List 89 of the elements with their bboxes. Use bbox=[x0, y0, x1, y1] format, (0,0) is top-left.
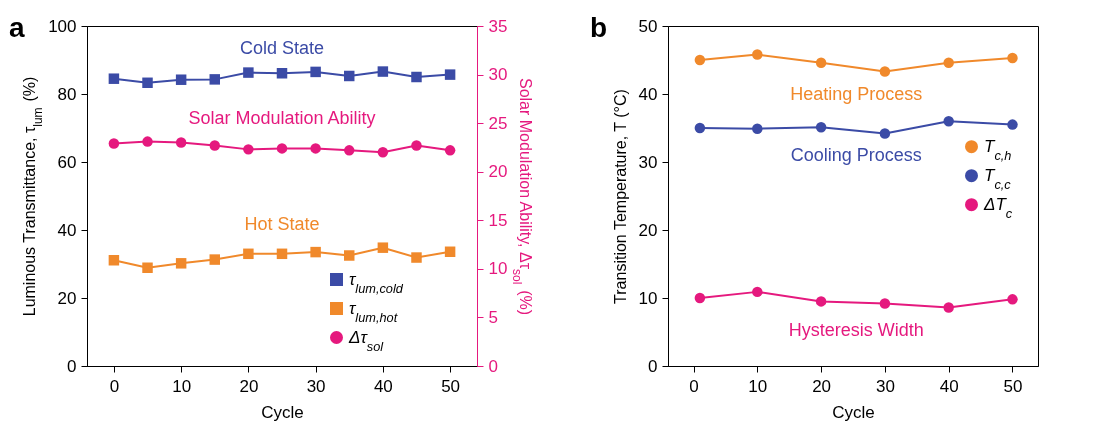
y-tick-label: 40 bbox=[57, 220, 77, 240]
point bbox=[175, 258, 187, 269]
point bbox=[108, 73, 120, 84]
point bbox=[276, 68, 288, 79]
x-tick-label: 40 bbox=[373, 376, 393, 396]
point bbox=[815, 296, 827, 307]
y2-tick-label: 25 bbox=[488, 113, 508, 133]
annotation: Cooling Process bbox=[790, 145, 922, 166]
point bbox=[377, 242, 389, 253]
point bbox=[943, 302, 954, 313]
point bbox=[752, 286, 763, 298]
y-tick-label: 100 bbox=[48, 16, 77, 36]
legend-label: T$_{c,c}$ bbox=[984, 165, 1012, 192]
y-tick-label: 0 bbox=[67, 356, 77, 376]
chart-title: b bbox=[590, 12, 608, 43]
legend-label: ΔT$_{c}$ bbox=[983, 194, 1013, 221]
y-tick-label: 20 bbox=[638, 220, 658, 240]
point bbox=[694, 54, 706, 66]
point bbox=[243, 67, 254, 78]
point bbox=[694, 122, 706, 134]
point bbox=[752, 123, 763, 134]
x-tick-label: 50 bbox=[1003, 376, 1023, 396]
y-tick-label: 60 bbox=[57, 152, 77, 172]
point bbox=[444, 69, 456, 80]
x-tick-label: 10 bbox=[172, 376, 192, 396]
point bbox=[943, 115, 954, 127]
point bbox=[1007, 52, 1018, 64]
x-axis-title: Cycle bbox=[261, 402, 304, 422]
point bbox=[108, 255, 120, 266]
point bbox=[879, 66, 891, 77]
y-tick-label: 30 bbox=[638, 152, 658, 172]
point bbox=[344, 250, 355, 261]
x-tick-label: 40 bbox=[939, 376, 959, 396]
point bbox=[943, 57, 954, 68]
x-tick-label: 10 bbox=[748, 376, 768, 396]
point bbox=[1007, 119, 1018, 130]
y-tick-label: 0 bbox=[648, 356, 658, 376]
y2-tick-label: 15 bbox=[488, 210, 508, 230]
legend-label: τ$_{lum,hot}$ bbox=[349, 298, 398, 324]
point bbox=[310, 246, 321, 258]
y-tick-label: 50 bbox=[638, 16, 658, 36]
annotation: Heating Process bbox=[790, 83, 923, 104]
point bbox=[815, 57, 827, 68]
point bbox=[209, 74, 220, 85]
point bbox=[344, 70, 355, 82]
point bbox=[411, 71, 422, 83]
annotation: Cold State bbox=[239, 37, 325, 58]
point bbox=[310, 66, 321, 78]
y2-tick-label: 35 bbox=[488, 16, 508, 36]
legend-label: τ$_{lum,cold}$ bbox=[349, 269, 404, 295]
point bbox=[815, 122, 827, 133]
point bbox=[694, 292, 706, 304]
point bbox=[879, 128, 891, 139]
x-tick-label: 30 bbox=[875, 376, 895, 396]
point bbox=[752, 49, 763, 60]
x-tick-label: 0 bbox=[109, 376, 120, 396]
y-tick-label: 40 bbox=[638, 84, 658, 104]
x-tick-label: 50 bbox=[441, 376, 461, 396]
point bbox=[142, 262, 153, 273]
y-tick-label: 80 bbox=[57, 84, 77, 104]
legend-label: T$_{c,h}$ bbox=[984, 136, 1012, 163]
point bbox=[243, 248, 254, 260]
x-tick-label: 20 bbox=[812, 376, 832, 396]
x-tick-label: 30 bbox=[306, 376, 326, 396]
y-axis-title: Transition Temperature, T (°C) bbox=[611, 89, 629, 304]
point bbox=[377, 66, 389, 77]
point bbox=[444, 246, 456, 257]
annotation: Hysteresis Width bbox=[788, 319, 924, 340]
point bbox=[276, 248, 288, 260]
point bbox=[209, 254, 220, 265]
point bbox=[142, 77, 153, 89]
chart-title: a bbox=[9, 12, 25, 43]
y-tick-label: 20 bbox=[57, 288, 77, 308]
annotation: Hot State bbox=[244, 213, 320, 234]
point bbox=[411, 252, 422, 263]
point bbox=[879, 298, 891, 309]
y2-tick-label: 20 bbox=[488, 162, 508, 182]
point bbox=[175, 74, 187, 85]
legend-label: Δτ$_{sol}$ bbox=[348, 327, 385, 353]
y2-tick-label: 10 bbox=[488, 259, 508, 279]
x-tick-label: 20 bbox=[239, 376, 259, 396]
y2-tick-label: 5 bbox=[488, 307, 498, 327]
y-tick-label: 10 bbox=[638, 288, 658, 308]
point bbox=[1007, 294, 1018, 305]
y2-tick-label: 30 bbox=[488, 65, 508, 85]
annotation: Solar Modulation Ability bbox=[188, 107, 376, 128]
y2-tick-label: 0 bbox=[488, 356, 498, 376]
x-tick-label: 0 bbox=[689, 376, 699, 396]
x-axis-title: Cycle bbox=[832, 402, 875, 422]
